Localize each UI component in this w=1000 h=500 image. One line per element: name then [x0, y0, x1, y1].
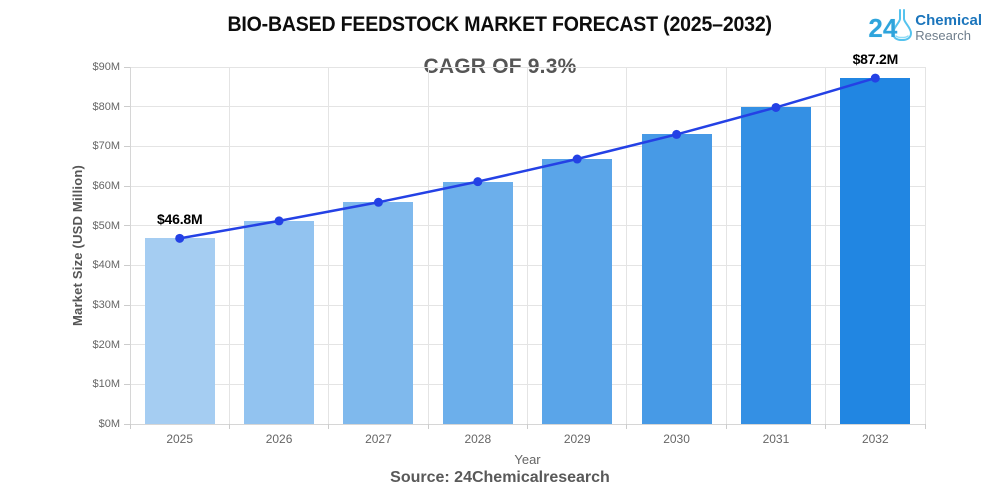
y-tick [124, 304, 130, 306]
y-tick [124, 225, 130, 227]
y-tick-label: $70M [92, 140, 120, 153]
y-tick [124, 66, 130, 68]
v-gridline [129, 67, 131, 424]
v-gridline [427, 67, 429, 424]
bar-2025 [144, 238, 215, 424]
v-gridline [626, 67, 628, 424]
x-tick [328, 424, 330, 429]
logo-name-top: Chemical [915, 11, 982, 29]
company-logo: 24 Chemical Research [868, 8, 982, 47]
source-note: Source: 24Chemicalresearch [390, 469, 610, 486]
chart-title: BIO-BASED FEEDSTOCK MARKET FORECAST (202… [0, 13, 1000, 37]
x-tick-label-2031: 2031 [762, 432, 790, 446]
x-tick-label-2032: 2032 [861, 432, 889, 446]
y-tick-label: $50M [92, 219, 120, 232]
y-tick [124, 185, 130, 187]
y-tick-label: $20M [92, 338, 120, 351]
v-gridline [228, 67, 230, 424]
y-tick [124, 344, 130, 346]
y-tick [124, 145, 130, 147]
bar-2032 [840, 78, 911, 424]
logo-number: 24 [868, 12, 898, 43]
bar-2029 [542, 159, 613, 424]
v-gridline [725, 67, 727, 424]
y-tick-label: $80M [92, 100, 120, 113]
y-tick-label: $30M [92, 299, 120, 311]
v-gridline [527, 67, 528, 424]
chart-title-text: BIO-BASED FEEDSTOCK MARKET FORECAST (202… [227, 13, 773, 36]
x-tick-label-2027: 2027 [365, 432, 392, 446]
x-tick [725, 424, 727, 429]
bar-2026 [244, 220, 315, 424]
y-tick-label: $40M [92, 259, 120, 272]
v-gridline [328, 67, 330, 424]
y-tick [124, 106, 130, 108]
bar-2028 [442, 181, 513, 424]
y-tick-label: $90M [92, 61, 120, 73]
bar-2031 [740, 107, 811, 424]
flask-icon [891, 8, 913, 47]
x-tick [924, 424, 926, 429]
y-tick-label: $10M [92, 378, 120, 391]
y-tick [124, 383, 130, 385]
data-label-2025: $46.8M [156, 211, 203, 228]
x-tick-label-2025: 2025 [166, 432, 194, 446]
y-tick [124, 264, 130, 266]
v-gridline [825, 67, 827, 424]
x-tick [129, 424, 131, 429]
x-axis-title: Year [514, 452, 541, 467]
y-tick [124, 423, 130, 425]
bar-2027 [343, 202, 414, 424]
x-tick [626, 424, 628, 429]
y-tick-label: $0M [98, 418, 120, 430]
x-tick-label-2028: 2028 [464, 432, 492, 446]
v-gridline [924, 67, 926, 424]
logo-text: Chemical Research [915, 13, 982, 42]
x-tick [427, 424, 429, 429]
x-tick-label-2029: 2029 [563, 432, 591, 446]
logo-name-bottom: Research [915, 27, 971, 43]
data-label-2032: $87.2M [852, 51, 899, 68]
x-tick-label-2026: 2026 [265, 432, 293, 446]
x-tick-label-2030: 2030 [663, 432, 690, 446]
x-tick [825, 424, 827, 429]
x-tick [527, 424, 528, 429]
y-tick-label: $60M [92, 180, 120, 192]
x-tick [228, 424, 230, 429]
y-axis-title: Market Size (USD Million) [70, 164, 85, 327]
bar-2030 [641, 134, 712, 424]
